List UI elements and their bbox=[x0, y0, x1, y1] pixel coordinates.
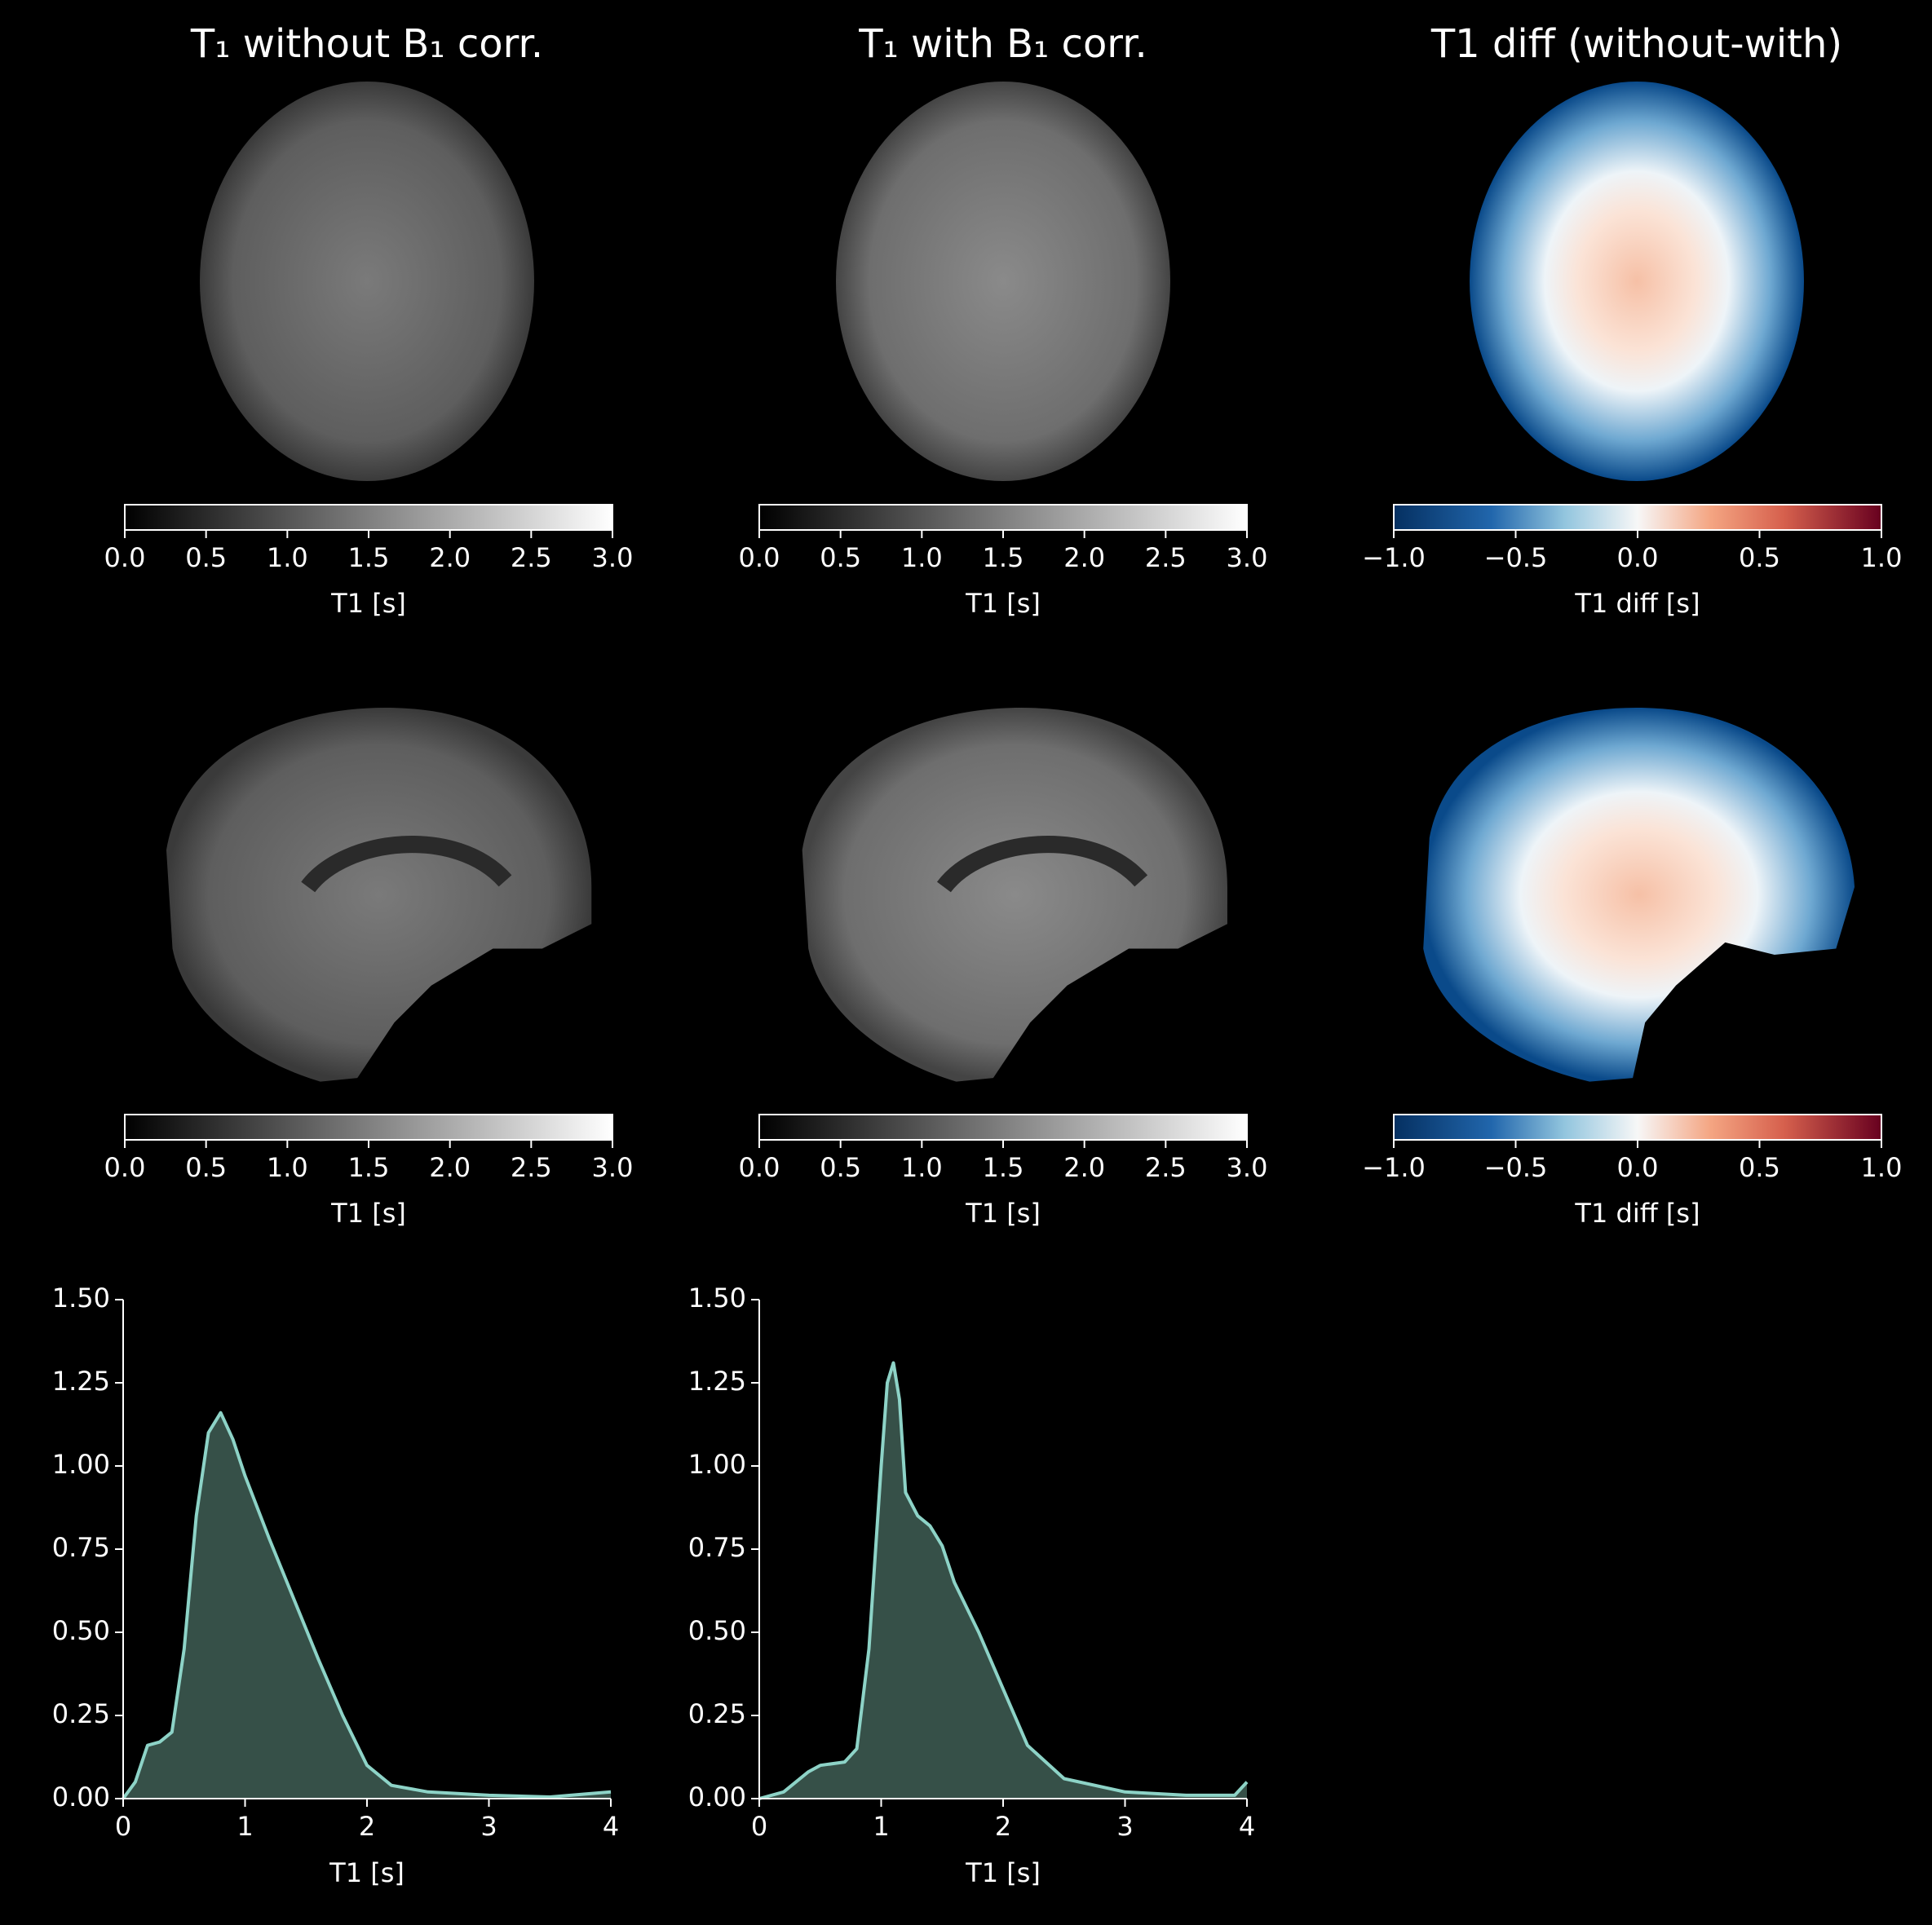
colorbar-label: T1 [s] bbox=[965, 1198, 1041, 1229]
panel-title: T₁ with B₁ corr. bbox=[858, 21, 1147, 67]
x-tick-label: 2 bbox=[359, 1811, 375, 1842]
colorbar-tick-label: 1.5 bbox=[348, 1152, 390, 1183]
colorbar-label: T1 diff [s] bbox=[1574, 588, 1700, 619]
colorbar-tick-label: 3.0 bbox=[1227, 1152, 1268, 1183]
y-tick-label: 0.50 bbox=[52, 1615, 110, 1646]
x-tick-label: 1 bbox=[237, 1811, 253, 1842]
sagittal-image bbox=[802, 708, 1227, 1082]
colorbar-label: T1 [s] bbox=[330, 1198, 406, 1229]
colorbar bbox=[1393, 1114, 1882, 1141]
colorbar-tick-label: 2.5 bbox=[1145, 542, 1187, 573]
axial-image bbox=[200, 82, 534, 481]
y-tick-label: 0.75 bbox=[688, 1532, 746, 1563]
panel-title: T₁ without B₁ corr. bbox=[190, 21, 543, 67]
density-line bbox=[758, 1361, 1249, 1800]
y-tick-label: 1.25 bbox=[688, 1366, 746, 1397]
sagittal-diff-image bbox=[1423, 708, 1855, 1082]
colorbar-label: T1 diff [s] bbox=[1574, 1198, 1700, 1229]
density-area bbox=[759, 1362, 1247, 1799]
y-tick-label: 0.00 bbox=[688, 1782, 746, 1812]
colorbar-label: T1 [s] bbox=[965, 588, 1041, 619]
colorbar-tick-label: −1.0 bbox=[1362, 542, 1426, 573]
colorbar-tick-label: 1.0 bbox=[267, 542, 308, 573]
colorbar bbox=[124, 1114, 613, 1141]
colorbar-tick-label: −0.5 bbox=[1484, 542, 1548, 573]
x-tick-label: 3 bbox=[1116, 1811, 1133, 1842]
colorbar-tick-label: 1.0 bbox=[1861, 542, 1903, 573]
sagittal-image bbox=[166, 708, 592, 1082]
colorbar-tick-label: 0.5 bbox=[185, 1152, 227, 1183]
colorbar-tick-label: −0.5 bbox=[1484, 1152, 1548, 1183]
colorbar-tick-label: 2.0 bbox=[429, 1152, 471, 1183]
colorbar-tick-label: 2.5 bbox=[1145, 1152, 1187, 1183]
colorbar-tick-label: 0.0 bbox=[104, 542, 146, 573]
colorbar-tick-label: 1.5 bbox=[983, 542, 1024, 573]
corpus-callosum bbox=[301, 836, 512, 893]
colorbar-tick-label: 0.5 bbox=[1739, 1152, 1780, 1183]
sagittal-images bbox=[166, 708, 1855, 1082]
colorbar-tick-label: 1.0 bbox=[1861, 1152, 1903, 1183]
colorbar-tick-label: 0.0 bbox=[739, 1152, 780, 1183]
y-tick-label: 1.25 bbox=[52, 1366, 110, 1397]
colorbar-tick-label: 0.0 bbox=[104, 1152, 146, 1183]
y-tick-label: 1.00 bbox=[688, 1449, 746, 1480]
x-tick-label: 4 bbox=[1239, 1811, 1255, 1842]
colorbar-label: T1 [s] bbox=[330, 588, 406, 619]
y-tick-label: 0.50 bbox=[688, 1615, 746, 1646]
y-tick-label: 1.00 bbox=[52, 1449, 110, 1480]
colorbar-tick-label: 1.5 bbox=[348, 542, 390, 573]
y-tick-label: 0.25 bbox=[688, 1698, 746, 1729]
colorbar-tick-label: 0.0 bbox=[1617, 1152, 1659, 1183]
colorbar-tick-label: 0.5 bbox=[185, 542, 227, 573]
colorbar-tick-label: 2.5 bbox=[511, 542, 552, 573]
colorbar-tick-label: 2.0 bbox=[429, 542, 471, 573]
colorbar-tick-label: −1.0 bbox=[1362, 1152, 1426, 1183]
colorbar-tick-label: 1.0 bbox=[267, 1152, 308, 1183]
brain-images bbox=[166, 82, 1855, 1082]
colorbar-tick-label: 2.0 bbox=[1063, 1152, 1105, 1183]
colorbar-tick-label: 1.5 bbox=[983, 1152, 1024, 1183]
y-tick-label: 0.00 bbox=[52, 1782, 110, 1812]
colorbar-tick-label: 1.0 bbox=[901, 542, 943, 573]
x-tick-label: 3 bbox=[480, 1811, 497, 1842]
axial-diff-image bbox=[1470, 82, 1804, 481]
colorbar-tick-label: 2.0 bbox=[1063, 542, 1105, 573]
corpus-callosum bbox=[936, 836, 1148, 893]
x-tick-label: 4 bbox=[603, 1811, 619, 1842]
colorbar-tick-label: 2.5 bbox=[511, 1152, 552, 1183]
y-tick-label: 0.75 bbox=[52, 1532, 110, 1563]
colorbar-tick-label: 3.0 bbox=[592, 1152, 634, 1183]
colorbar-tick-label: 3.0 bbox=[1227, 542, 1268, 573]
x-tick-label: 1 bbox=[873, 1811, 889, 1842]
axial-image bbox=[836, 82, 1170, 481]
colorbar-tick-label: 0.0 bbox=[1617, 542, 1659, 573]
colorbar-tick-label: 1.0 bbox=[901, 1152, 943, 1183]
colorbar bbox=[758, 1114, 1248, 1141]
x-axis-label: T1 [s] bbox=[329, 1857, 405, 1888]
colorbar-tick-label: 0.0 bbox=[739, 542, 780, 573]
colorbar bbox=[124, 504, 613, 531]
panel-title: T1 diff (without-with) bbox=[1430, 21, 1842, 67]
y-tick-label: 0.25 bbox=[52, 1698, 110, 1729]
y-tick-label: 1.50 bbox=[52, 1283, 110, 1314]
colorbar-tick-label: 0.5 bbox=[1739, 542, 1780, 573]
colorbar-tick-label: 0.5 bbox=[820, 542, 861, 573]
colorbar-tick-label: 0.5 bbox=[820, 1152, 861, 1183]
x-tick-label: 2 bbox=[995, 1811, 1011, 1842]
x-tick-label: 0 bbox=[751, 1811, 767, 1842]
colorbar bbox=[1393, 504, 1882, 531]
x-axis-label: T1 [s] bbox=[965, 1857, 1041, 1888]
density-line bbox=[122, 1411, 612, 1800]
y-tick-label: 1.50 bbox=[688, 1283, 746, 1314]
colorbar bbox=[758, 504, 1248, 531]
density-area bbox=[123, 1412, 611, 1799]
colorbar-tick-label: 3.0 bbox=[592, 542, 634, 573]
x-tick-label: 0 bbox=[115, 1811, 131, 1842]
